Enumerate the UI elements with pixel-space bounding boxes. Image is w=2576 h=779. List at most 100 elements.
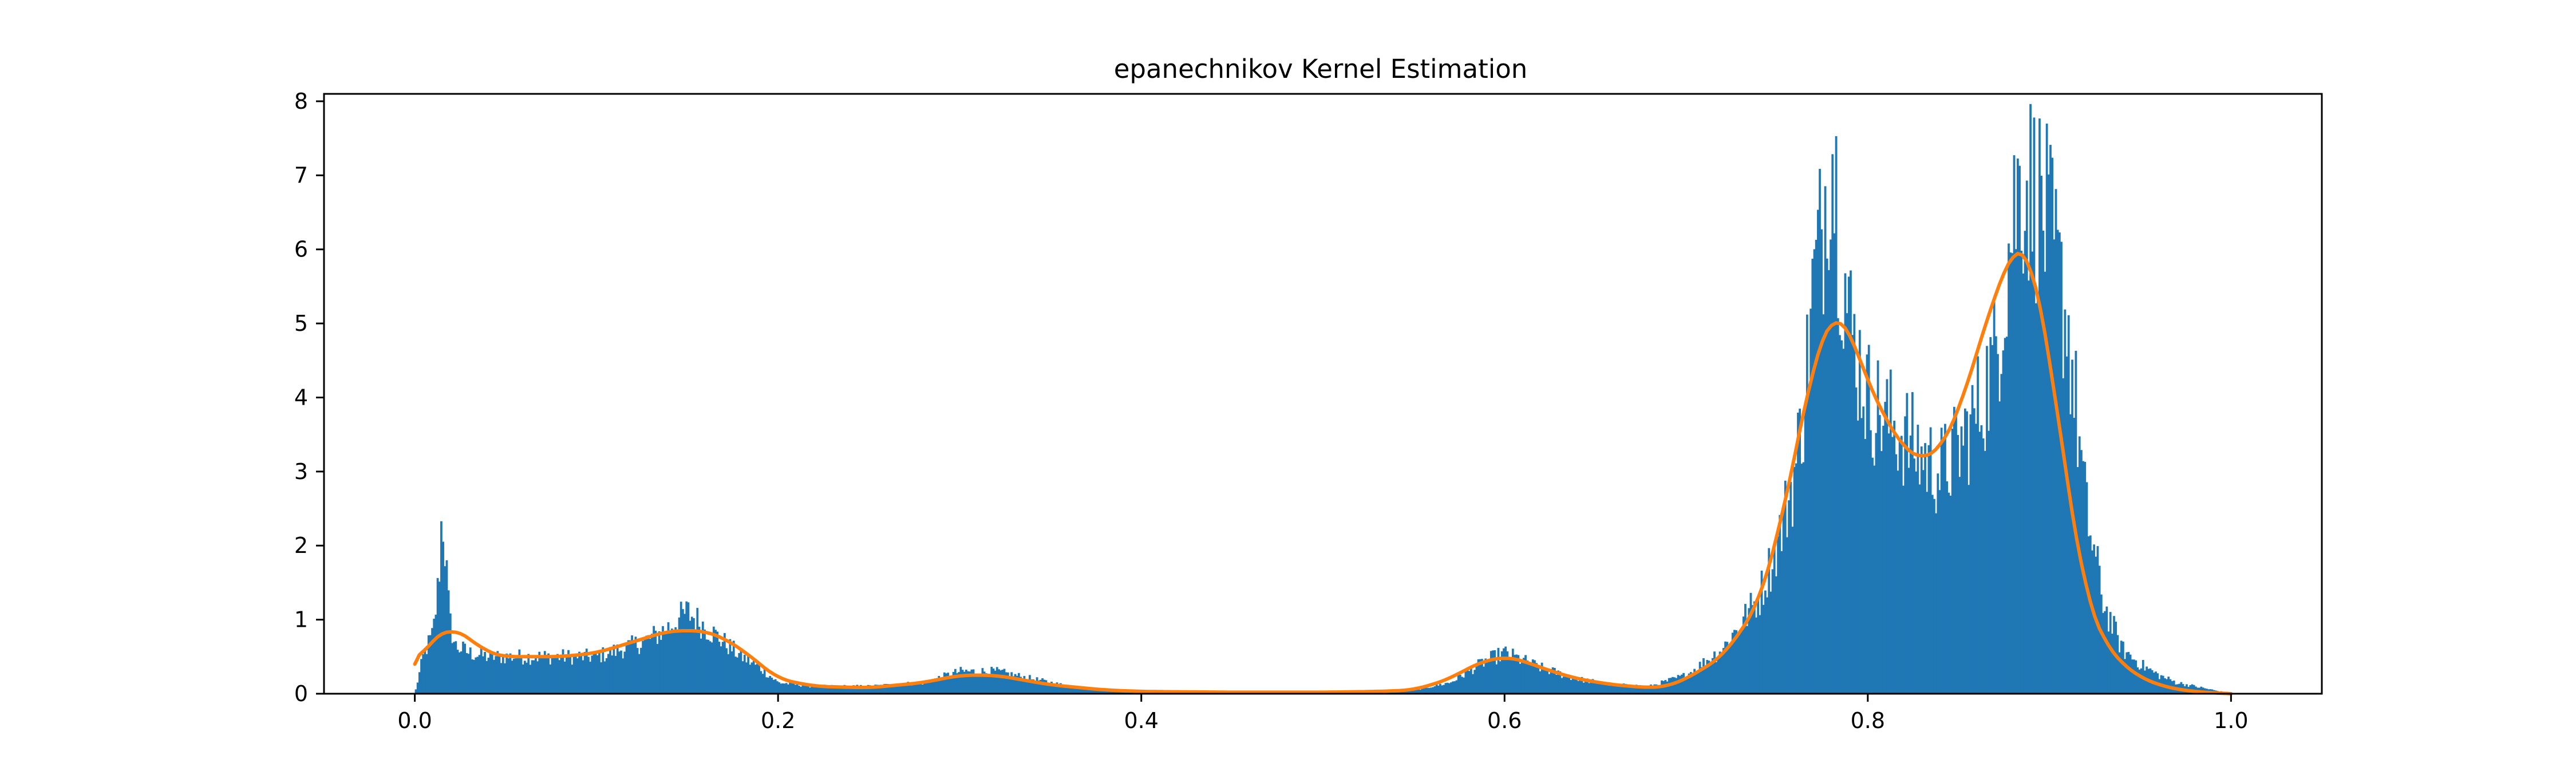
histogram-bar (1994, 336, 1997, 694)
histogram-bar (1446, 682, 1449, 694)
histogram-bar (1824, 186, 1827, 694)
histogram-bar (1426, 687, 1429, 694)
histogram-bar (429, 635, 432, 694)
histogram-bar (2089, 535, 2092, 694)
histogram-bar (1573, 678, 1576, 694)
histogram-bar (2024, 231, 2026, 694)
histogram-bar (832, 687, 835, 694)
histogram-bar (1495, 664, 1498, 694)
histogram-bar (992, 669, 995, 694)
histogram-bar (1012, 676, 1015, 694)
kde-line (413, 252, 2233, 695)
histogram-bar (1568, 677, 1571, 694)
histogram-bar (667, 622, 670, 694)
histogram-bar (1025, 680, 1028, 694)
histogram-bar (1641, 686, 1643, 694)
histogram-bar (1733, 630, 1736, 694)
histogram-bar (2131, 659, 2134, 694)
y-tick-label: 6 (294, 237, 308, 262)
histogram-bar (811, 686, 813, 694)
histogram-bar (2135, 660, 2137, 694)
histogram-bar (1704, 667, 1707, 694)
histogram-bar (578, 651, 580, 694)
histogram-bar (2065, 356, 2068, 694)
histogram-bar (1619, 684, 1621, 694)
histogram-bar (1621, 685, 1623, 694)
histogram-bar (2016, 158, 2019, 694)
histogram-bar (945, 673, 947, 694)
histogram-bar (1626, 686, 1629, 694)
histogram-bar (1673, 677, 1676, 694)
histogram-bar (1880, 451, 1883, 694)
histogram-bar (1788, 500, 1790, 694)
histogram-bar (851, 687, 853, 694)
histogram-bar (1421, 687, 1424, 694)
histogram-bar (738, 653, 741, 694)
histogram-bar (1897, 470, 1899, 694)
histogram-bar (1586, 678, 1589, 694)
histogram-bar (1963, 408, 1966, 694)
histogram-bar (2111, 634, 2113, 694)
histogram-bar (1052, 685, 1055, 694)
histogram-bar (547, 653, 550, 694)
histogram-bar (1633, 687, 1636, 694)
histogram-bar (1443, 685, 1445, 694)
histogram-bar (814, 687, 817, 694)
histogram-bar (1613, 683, 1616, 694)
histogram-bar (1466, 669, 1469, 694)
histogram-bar (1601, 683, 1603, 694)
histogram-bar (673, 631, 675, 694)
histogram-bar (554, 657, 557, 694)
histogram-bar (445, 560, 448, 694)
histogram-bar (899, 684, 902, 694)
histogram-bar (856, 685, 859, 694)
histogram-bar (455, 641, 457, 694)
histogram-bar (1715, 662, 1718, 694)
histogram-bar (1063, 686, 1066, 694)
histogram-bar (1906, 393, 1909, 694)
histogram-bar (1083, 689, 1085, 694)
histogram-bar (1112, 690, 1115, 694)
histogram-bar (1119, 691, 1122, 694)
histogram-bar (420, 659, 422, 694)
histogram-bar (1404, 690, 1407, 694)
histogram-bar (1560, 678, 1563, 694)
histogram-bar (1731, 632, 1734, 694)
histogram-bar (2102, 612, 2104, 694)
histogram-bar (1483, 666, 1485, 694)
y-tick-label: 4 (294, 385, 308, 410)
histogram-bar (1065, 687, 1068, 694)
histogram-bar (1804, 408, 1807, 694)
histogram-bar (1481, 659, 1483, 694)
histogram-bar (1800, 464, 1803, 694)
histogram-bar (2192, 685, 2195, 694)
y-tick-label: 5 (294, 311, 308, 336)
histogram-bar (1966, 411, 1968, 694)
histogram-bar (1628, 686, 1630, 694)
histogram-bar (760, 671, 762, 694)
histogram-bar (879, 685, 882, 694)
histogram-bar (718, 642, 721, 694)
histogram-bar (812, 686, 815, 694)
histogram-bar (794, 685, 797, 694)
histogram-bar (963, 671, 966, 694)
histogram-bar (709, 641, 712, 694)
histogram-bar (1508, 657, 1511, 694)
histogram-bar (807, 683, 809, 694)
histogram-bar (1836, 318, 1839, 694)
histogram-bar (538, 651, 541, 694)
histogram-bar (2008, 243, 2010, 694)
histogram-bar (605, 658, 608, 694)
histogram-bar (478, 655, 481, 694)
histogram-bar (1599, 683, 1602, 694)
axes: 0.0 0.2 0.4 0.6 0.8 1.0 0 1 2 3 4 5 6 7 8 (294, 89, 2323, 733)
histogram-bar (2049, 145, 2052, 694)
histogram-bar (1610, 682, 1613, 694)
histogram-bar (2071, 359, 2073, 694)
histogram-bar (551, 655, 554, 694)
histogram-bar (939, 678, 942, 694)
histogram-bar (1871, 457, 1874, 694)
histogram-bar (1417, 689, 1420, 694)
histogram-bar (1942, 439, 1945, 694)
histogram-bar (1092, 687, 1095, 694)
